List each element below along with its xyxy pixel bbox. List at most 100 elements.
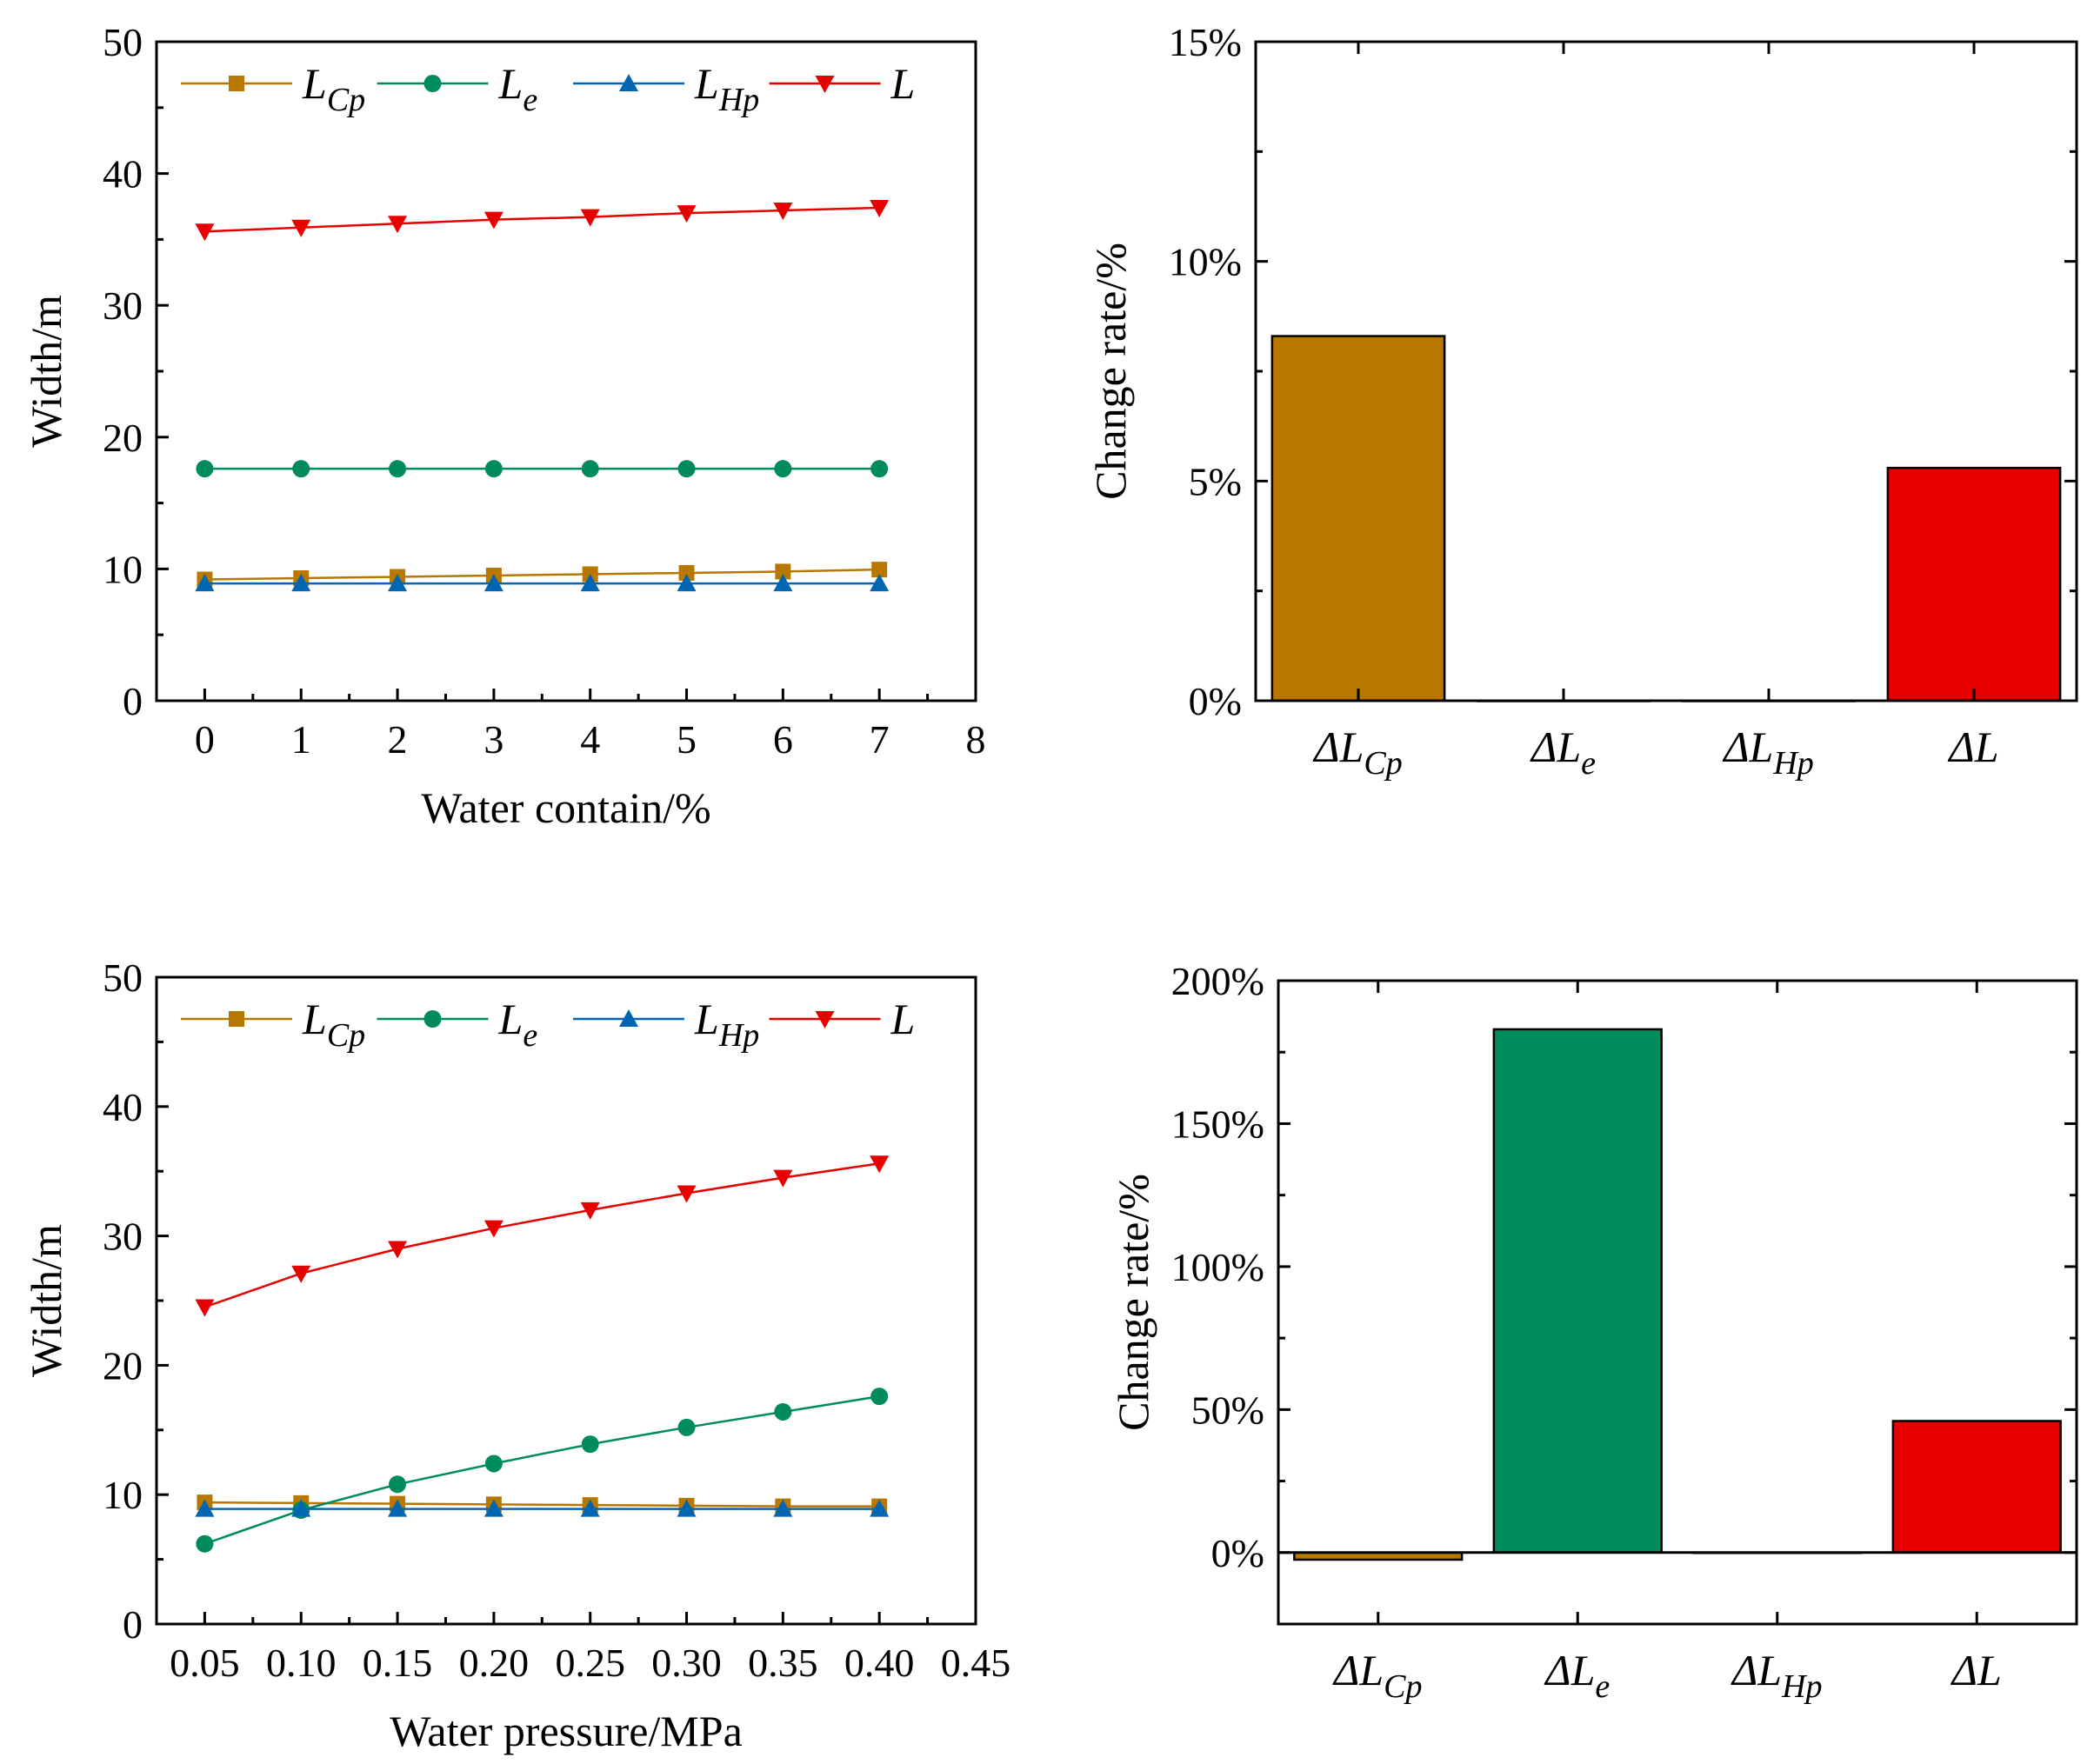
x-tick-label: 0.35 bbox=[748, 1641, 818, 1685]
data-point bbox=[483, 1499, 503, 1517]
x-axis-label: Water contain/% bbox=[421, 783, 710, 832]
x-tick-label: 1 bbox=[291, 717, 311, 762]
y-tick-label: 5% bbox=[1189, 459, 1242, 503]
y-axis-label: Change rate/% bbox=[1109, 1174, 1157, 1431]
data-point bbox=[775, 563, 791, 580]
legend-label: LHp bbox=[694, 995, 759, 1054]
y-tick-label: 10 bbox=[103, 547, 143, 591]
data-point bbox=[774, 460, 792, 478]
y-axis-label: Change rate/% bbox=[1086, 243, 1135, 500]
data-point bbox=[870, 1388, 889, 1406]
y-tick-label: 50 bbox=[103, 20, 143, 64]
y-tick-label: 0 bbox=[123, 1602, 143, 1647]
data-point bbox=[195, 1299, 215, 1317]
y-tick-label: 40 bbox=[103, 152, 143, 196]
data-point bbox=[677, 460, 696, 478]
bar bbox=[1270, 335, 1446, 702]
y-tick-label: 15% bbox=[1169, 20, 1242, 64]
y-tick-label: 150% bbox=[1171, 1102, 1264, 1146]
series-line bbox=[204, 206, 880, 233]
data-point bbox=[292, 460, 310, 478]
y-tick-label: 20 bbox=[103, 416, 143, 460]
data-point bbox=[483, 574, 503, 592]
data-point bbox=[580, 574, 600, 592]
x-tick-label: 5 bbox=[677, 717, 697, 762]
data-point bbox=[870, 200, 890, 218]
legend-label: Le bbox=[498, 59, 538, 118]
data-point bbox=[580, 209, 600, 227]
y-tick-label: 30 bbox=[103, 1215, 143, 1259]
series-line bbox=[204, 568, 880, 581]
bar-chart-2: 0% 5% 10% 15% ΔLCp ΔLe ΔLHp ΔL Change rate/% bbox=[1086, 20, 2078, 782]
line-chart-1: 0 10 20 30 40 50 0 1 2 3 4 5 6 7 8 LCp Le LHp L Water conta… bbox=[22, 20, 986, 832]
series-L bbox=[195, 200, 890, 242]
y-tick-label: 100% bbox=[1171, 1245, 1264, 1289]
legend-label: Le bbox=[498, 995, 538, 1054]
x-tick-label: 0.30 bbox=[651, 1641, 722, 1685]
y-axis-label: Width/m bbox=[22, 295, 70, 448]
legend-label: LCp bbox=[302, 59, 365, 118]
line-chart-3: 0 10 20 30 40 50 0.05 0.10 0.15 0.20 0.25 0.30 0.35 0… bbox=[22, 955, 1010, 1755]
legend-label: L bbox=[890, 59, 916, 108]
y-tick-label: 0% bbox=[1211, 1531, 1264, 1575]
data-point bbox=[291, 219, 311, 237]
legend-marker bbox=[815, 1011, 835, 1028]
y-tick-label: 0 bbox=[123, 679, 143, 723]
data-point bbox=[484, 460, 503, 478]
x-tick-label: 0 bbox=[195, 717, 215, 762]
bar-chart-4: 0% 50% 100% 150% 200% ΔLCp ΔLe ΔLHp ΔL Change rat… bbox=[1109, 959, 2078, 1705]
data-point bbox=[580, 1202, 600, 1220]
data-point bbox=[389, 460, 407, 478]
series-line bbox=[204, 1501, 880, 1508]
data-point bbox=[388, 574, 408, 592]
series-LHp bbox=[195, 574, 890, 592]
y-tick-label: 30 bbox=[103, 283, 143, 328]
data-point bbox=[870, 1155, 890, 1174]
data-point bbox=[196, 460, 214, 478]
legend-marker bbox=[229, 76, 244, 91]
x-axis-label: Water pressure/MPa bbox=[390, 1707, 743, 1755]
data-point bbox=[291, 1265, 311, 1283]
data-point bbox=[388, 1499, 408, 1517]
legend-marker bbox=[619, 74, 638, 91]
series-line bbox=[203, 1162, 880, 1308]
series-LHp bbox=[195, 1499, 890, 1517]
data-point bbox=[774, 1402, 792, 1421]
data-point bbox=[483, 1220, 503, 1238]
data-point bbox=[870, 460, 889, 478]
data-point bbox=[773, 1169, 793, 1188]
x-tick-label: 6 bbox=[773, 717, 793, 762]
data-point bbox=[870, 1499, 890, 1517]
data-point bbox=[677, 1418, 696, 1436]
legend-label: LCp bbox=[302, 995, 365, 1054]
legend: LCp Le LHp L bbox=[181, 995, 915, 1054]
plot-frame bbox=[1277, 979, 2078, 1626]
y-tick-label: 40 bbox=[103, 1085, 143, 1129]
legend-label: LHp bbox=[694, 59, 759, 118]
legend-label: L bbox=[890, 995, 916, 1043]
data-point bbox=[196, 1534, 214, 1553]
y-tick-label: 0% bbox=[1189, 679, 1242, 723]
series-Le bbox=[196, 460, 889, 478]
y-tick-label: 10% bbox=[1169, 240, 1242, 284]
data-point bbox=[871, 562, 888, 578]
x-tick-label: 0.25 bbox=[555, 1641, 625, 1685]
data-point bbox=[870, 574, 890, 592]
category-label: ΔLHp bbox=[1722, 722, 1814, 782]
category-label: ΔLe bbox=[1544, 1646, 1610, 1705]
data-point bbox=[388, 1241, 408, 1259]
data-point bbox=[291, 574, 311, 592]
category-label: ΔLCp bbox=[1332, 1646, 1423, 1705]
x-tick-label: 0.10 bbox=[266, 1641, 337, 1685]
data-point bbox=[677, 574, 697, 592]
y-axis-label: Width/m bbox=[22, 1224, 70, 1377]
series-L bbox=[195, 1155, 890, 1317]
data-point bbox=[291, 1499, 311, 1517]
data-point bbox=[483, 211, 503, 230]
bar bbox=[1891, 1420, 2062, 1554]
data-point bbox=[195, 1499, 215, 1517]
y-tick-label: 20 bbox=[103, 1343, 143, 1388]
category-label: ΔLe bbox=[1530, 722, 1596, 782]
data-point bbox=[195, 574, 215, 592]
x-tick-label: 7 bbox=[870, 717, 890, 762]
